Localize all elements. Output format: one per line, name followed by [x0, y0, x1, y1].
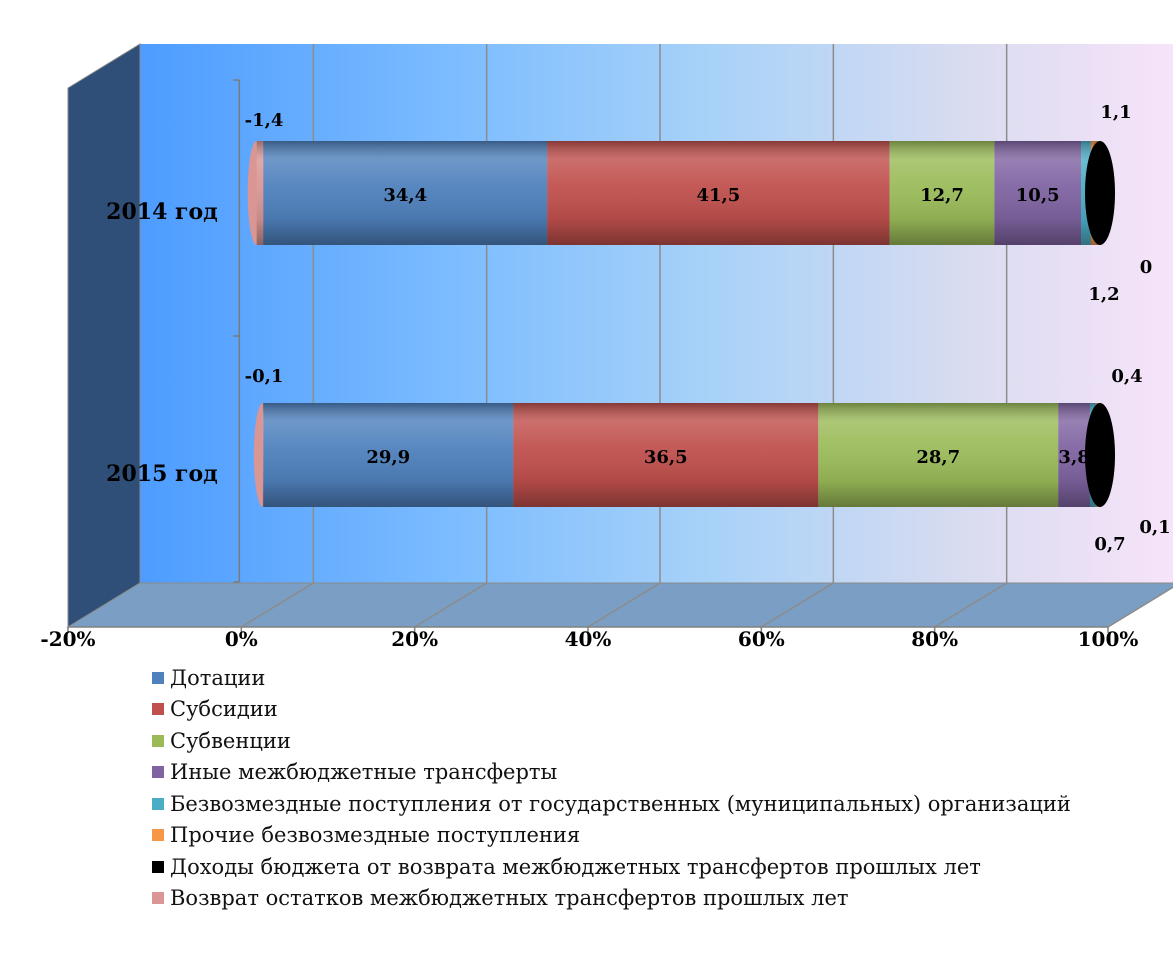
legend: Дотации Субсидии Субвенции Иные межбюджетны… [152, 662, 1173, 914]
x-tick-label: 0% [225, 627, 258, 651]
x-tick-label: 40% [565, 627, 612, 651]
data-label: 28,7 [916, 447, 960, 468]
data-label: 0,7 [1094, 534, 1125, 555]
side-wall [67, 43, 141, 628]
legend-swatch [152, 892, 164, 905]
legend-item: Возврат остатков межбюджетных трансферто… [152, 883, 1173, 915]
data-label: 36,5 [644, 447, 688, 468]
legend-swatch [152, 860, 164, 873]
data-label: 0 [1140, 257, 1153, 278]
gridline [1107, 586, 1173, 628]
legend-label: Возврат остатков межбюджетных трансферто… [170, 886, 849, 911]
data-label: 29,9 [366, 447, 410, 468]
legend-swatch [152, 671, 164, 684]
x-tick-label: 80% [911, 627, 958, 651]
floor [66, 582, 1173, 628]
legend-label: Безвозмездные поступления от государстве… [170, 791, 1071, 816]
legend-label: Прочие безвозмездные поступления [170, 823, 581, 848]
legend-label: Иные межбюджетные трансферты [170, 760, 558, 785]
legend-swatch [152, 766, 164, 779]
legend-swatch [152, 703, 164, 716]
data-label: 0,4 [1111, 366, 1142, 387]
data-label: -0,1 [245, 366, 284, 387]
data-label: 12,7 [920, 185, 964, 206]
legend-label: Доходы бюджета от возврата межбюджетных … [170, 854, 981, 879]
gridline [587, 582, 661, 628]
gridline [760, 582, 834, 628]
legend-item: Субвенции [152, 725, 1173, 757]
bar-end-cap [1085, 403, 1115, 507]
x-tick-label: 100% [1078, 627, 1139, 651]
x-tick-label: 60% [738, 627, 785, 651]
legend-item: Прочие безвозмездные поступления [152, 820, 1173, 852]
x-tick-label: -20% [40, 627, 95, 651]
gridline [934, 582, 1008, 628]
legend-swatch [152, 829, 164, 842]
data-label: 0,1 [1139, 517, 1170, 538]
legend-item: Иные межбюджетные трансферты [152, 757, 1173, 789]
x-tick-label: 20% [391, 627, 438, 651]
gridline [414, 582, 488, 628]
bar-end-cap [1085, 141, 1115, 245]
legend-item: Безвозмездные поступления от государстве… [152, 788, 1173, 820]
data-label: 10,5 [1016, 185, 1060, 206]
gridline [240, 582, 314, 628]
category-label: 2015 год [106, 461, 218, 487]
legend-swatch [152, 797, 164, 810]
legend-item: Субсидии [152, 694, 1173, 726]
legend-swatch [152, 734, 164, 747]
category-label: 2014 год [106, 199, 218, 225]
data-label: 41,5 [696, 185, 740, 206]
data-label: 1,2 [1088, 284, 1119, 305]
legend-item: Доходы бюджета от возврата межбюджетных … [152, 851, 1173, 883]
data-label: 1,1 [1100, 102, 1131, 123]
legend-item: Дотации [152, 662, 1173, 694]
legend-label: Дотации [170, 665, 266, 690]
legend-label: Субвенции [170, 728, 291, 753]
data-label: -1,4 [245, 110, 284, 131]
data-label: 3,8 [1058, 447, 1089, 468]
legend-label: Субсидии [170, 697, 278, 722]
data-label: 34,4 [383, 185, 427, 206]
